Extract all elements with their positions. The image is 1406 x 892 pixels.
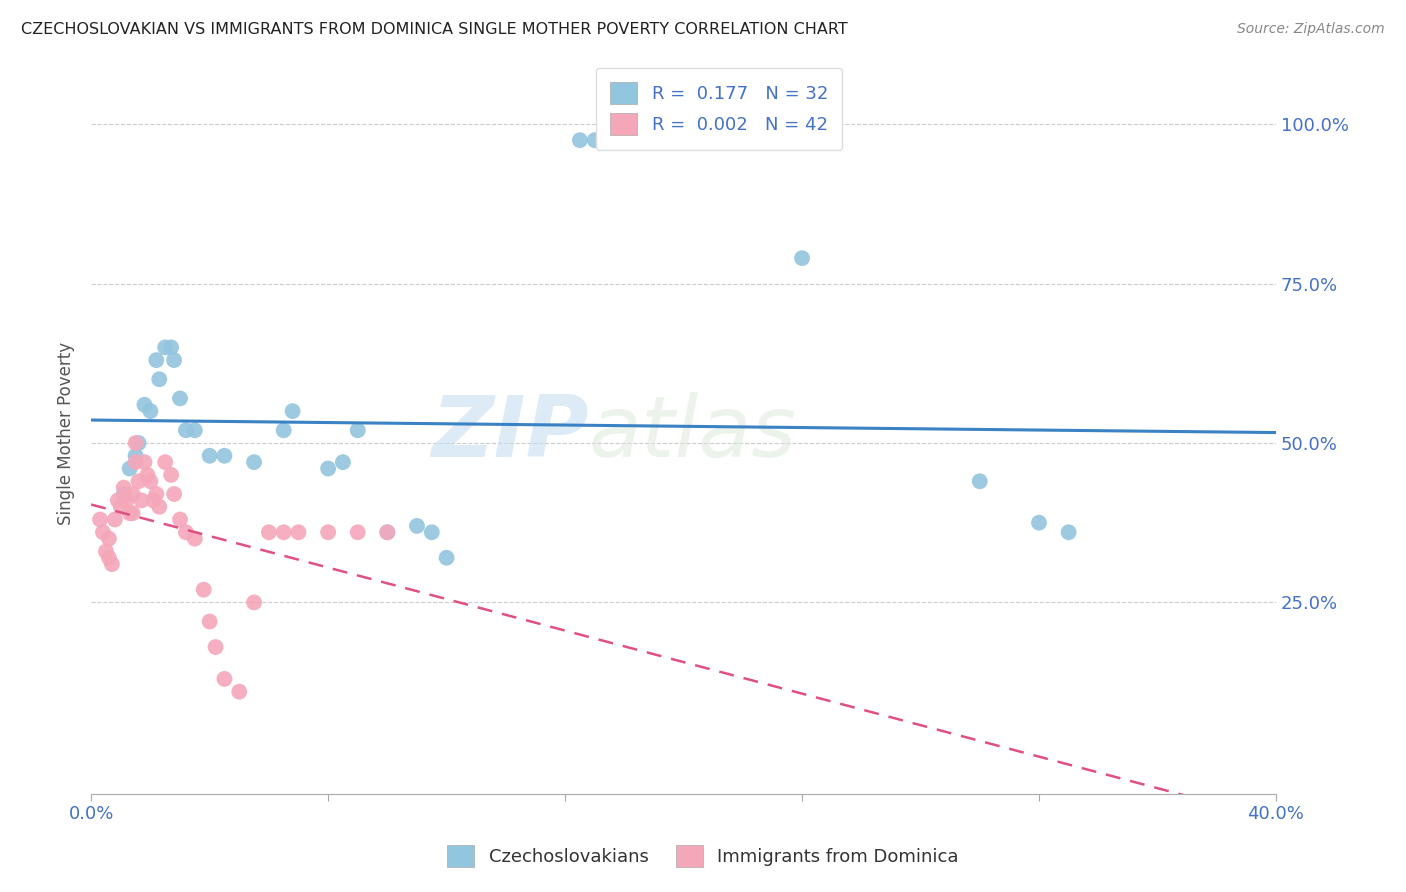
Point <box>134 398 156 412</box>
Point <box>97 532 120 546</box>
Point <box>257 525 280 540</box>
Point <box>169 392 191 406</box>
Point <box>91 525 114 540</box>
Point <box>153 340 176 354</box>
Point <box>214 449 236 463</box>
Point <box>969 475 991 489</box>
Point <box>153 455 176 469</box>
Point <box>1028 516 1050 530</box>
Point <box>124 455 146 469</box>
Point <box>1057 525 1080 540</box>
Point <box>346 525 368 540</box>
Y-axis label: Single Mother Poverty: Single Mother Poverty <box>58 342 75 525</box>
Point <box>174 423 197 437</box>
Point <box>128 475 150 489</box>
Point <box>160 467 183 482</box>
Point <box>281 404 304 418</box>
Point <box>184 532 207 546</box>
Point <box>124 436 146 450</box>
Point <box>139 404 162 418</box>
Point <box>243 595 266 609</box>
Point <box>110 500 132 514</box>
Point <box>139 475 162 489</box>
Point <box>145 353 167 368</box>
Point <box>228 684 250 698</box>
Point <box>198 449 221 463</box>
Legend: Czechoslovakians, Immigrants from Dominica: Czechoslovakians, Immigrants from Domini… <box>440 838 966 874</box>
Point <box>332 455 354 469</box>
Point <box>204 640 226 654</box>
Point <box>163 487 186 501</box>
Point <box>142 493 165 508</box>
Point <box>89 512 111 526</box>
Text: Source: ZipAtlas.com: Source: ZipAtlas.com <box>1237 22 1385 37</box>
Point <box>145 487 167 501</box>
Point <box>243 455 266 469</box>
Point <box>104 512 127 526</box>
Point <box>121 487 143 501</box>
Point <box>124 449 146 463</box>
Point <box>214 672 236 686</box>
Point <box>568 133 591 147</box>
Point <box>101 557 124 571</box>
Point <box>198 615 221 629</box>
Point <box>346 423 368 437</box>
Point <box>790 251 813 265</box>
Text: CZECHOSLOVAKIAN VS IMMIGRANTS FROM DOMINICA SINGLE MOTHER POVERTY CORRELATION CH: CZECHOSLOVAKIAN VS IMMIGRANTS FROM DOMIN… <box>21 22 848 37</box>
Point <box>97 550 120 565</box>
Point <box>377 525 399 540</box>
Point <box>107 493 129 508</box>
Point <box>184 423 207 437</box>
Text: ZIP: ZIP <box>432 392 589 475</box>
Point <box>148 372 170 386</box>
Legend: R =  0.177   N = 32, R =  0.002   N = 42: R = 0.177 N = 32, R = 0.002 N = 42 <box>596 68 842 150</box>
Point <box>112 481 135 495</box>
Point <box>94 544 117 558</box>
Point <box>583 133 606 147</box>
Point <box>131 493 153 508</box>
Point <box>273 423 295 437</box>
Point <box>377 525 399 540</box>
Point <box>128 436 150 450</box>
Point <box>112 487 135 501</box>
Point <box>118 506 141 520</box>
Point <box>121 506 143 520</box>
Point <box>406 519 429 533</box>
Point <box>148 500 170 514</box>
Point <box>316 525 339 540</box>
Point <box>174 525 197 540</box>
Point <box>163 353 186 368</box>
Point <box>169 512 191 526</box>
Point <box>436 550 458 565</box>
Point <box>160 340 183 354</box>
Point <box>287 525 309 540</box>
Point <box>136 467 159 482</box>
Point <box>273 525 295 540</box>
Point <box>115 493 138 508</box>
Point <box>420 525 443 540</box>
Text: atlas: atlas <box>589 392 797 475</box>
Point <box>134 455 156 469</box>
Point <box>193 582 215 597</box>
Point <box>316 461 339 475</box>
Point <box>118 461 141 475</box>
